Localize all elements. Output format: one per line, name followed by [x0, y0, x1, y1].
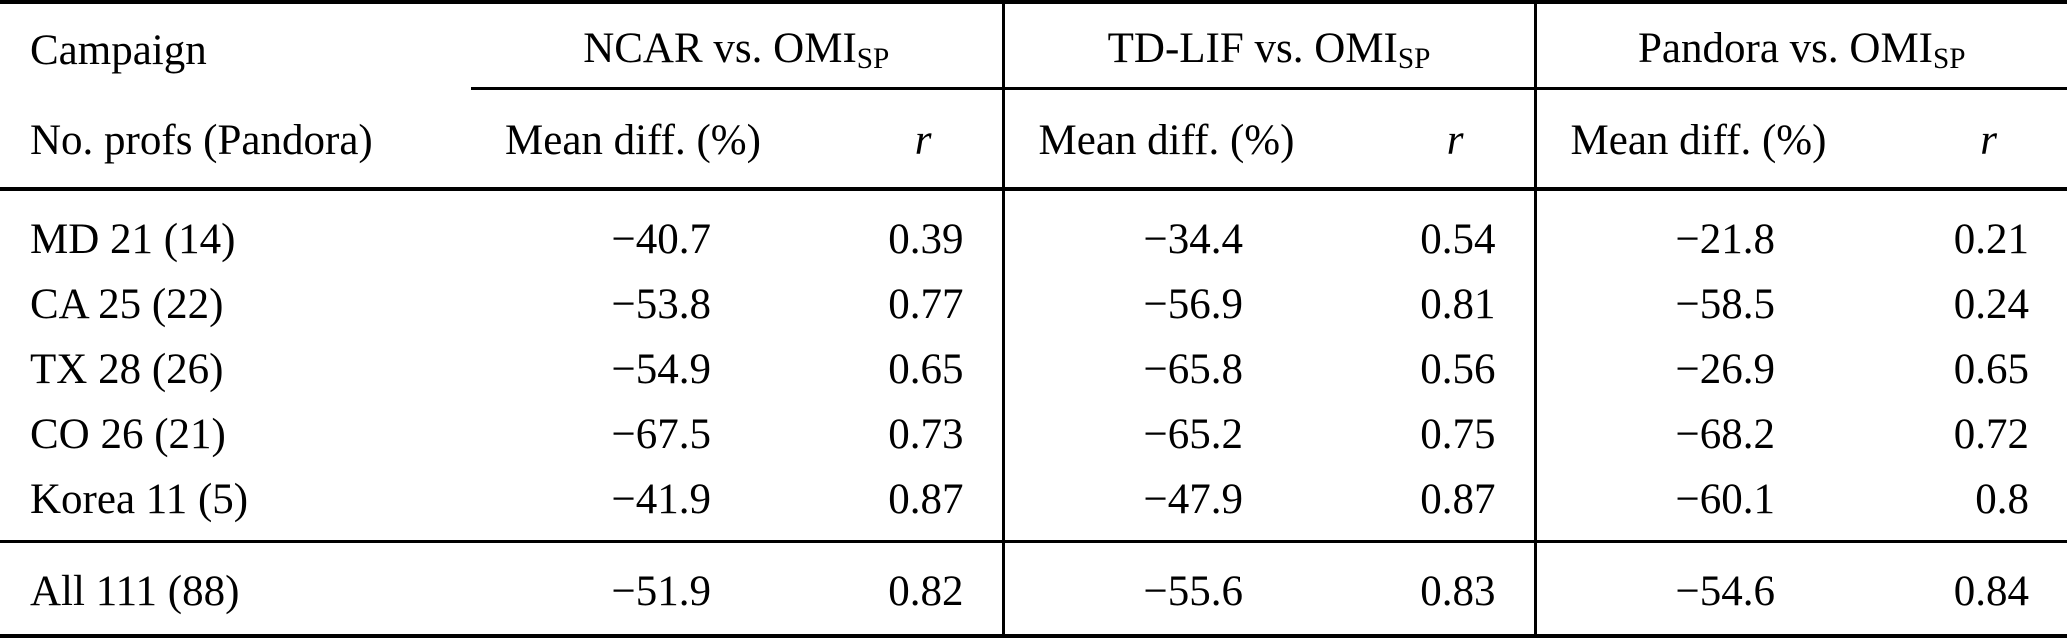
r-cell: 0.72 [1953, 411, 2030, 458]
r-cell: 0.54 [1313, 189, 1537, 272]
r-cell: 0.73 [781, 402, 1005, 467]
mean-diff-cell: −60.1 [1535, 467, 1846, 543]
group-label-pandora-subscript: SP [1933, 43, 1966, 76]
r-cell: 0.24 [1953, 281, 2030, 328]
r-header-pandora: r [1845, 88, 2067, 191]
mean-diff-cell: −55.6 [1003, 541, 1313, 638]
group-header-pandora: Pandora vs. OMISP [1535, 0, 2067, 90]
mean-diff-cell: −40.7 [611, 216, 711, 263]
r-cell: 0.21 [1953, 216, 2030, 263]
mean-diff-header-ncar: Mean diff. (%) [471, 88, 781, 191]
group-header-ncar: NCAR vs. OMISP [471, 0, 1005, 90]
group-label-pandora: Pandora vs. OMI [1638, 25, 1933, 72]
group-header-tdlif: TD-LIF vs. OMISP [1003, 0, 1537, 90]
r-cell: 0.87 [781, 467, 1005, 543]
r-cell: 0.81 [1313, 272, 1537, 337]
r-cell: 0.84 [1845, 541, 2067, 638]
mean-diff-header-tdlif: Mean diff. (%) [1003, 88, 1313, 191]
group-label-tdlif-subscript: SP [1397, 43, 1431, 76]
group-label-tdlif: TD-LIF vs. OMI [1107, 25, 1398, 72]
mean-diff-cell: −41.9 [471, 467, 781, 543]
r-cell: 0.39 [781, 189, 1005, 272]
mean-diff-cell: −68.2 [1675, 411, 1776, 458]
r-cell: 0.77 [781, 272, 1005, 337]
mean-diff-cell: −56.9 [1143, 281, 1243, 328]
table-row-co: CO 26 (21) −67.5 0.73 −65.2 0.75 −68.2 0… [0, 402, 2067, 467]
mean-diff-cell: −65.2 [1143, 411, 1243, 458]
r-cell: 0.8 [1845, 467, 2067, 543]
group-label-ncar-subscript: SP [856, 43, 890, 76]
campaign-cell: All 111 (88) [0, 541, 471, 638]
table-row-ca: CA 25 (22) −53.8 0.77 −56.9 0.81 −58.5 0… [0, 272, 2067, 337]
table-row-md: MD 21 (14) −40.7 0.39 −34.4 0.54 −21.8 0… [0, 189, 2067, 272]
mean-diff-cell: −53.8 [611, 281, 711, 328]
campaign-cell: MD 21 (14) [30, 216, 236, 263]
campaign-cell: Korea 11 (5) [0, 467, 471, 543]
mean-diff-cell: −54.9 [611, 346, 711, 393]
campaign-cell: CO 26 (21) [30, 411, 226, 458]
mean-diff-cell: −47.9 [1003, 467, 1313, 543]
r-cell: 0.75 [1313, 402, 1537, 467]
campaign-cell: CA 25 (22) [30, 281, 224, 328]
campaign-header: Campaign [0, 0, 471, 89]
mean-diff-cell: −67.5 [611, 411, 711, 458]
mean-diff-cell: −51.9 [471, 541, 781, 638]
mean-diff-cell: −21.8 [1675, 216, 1776, 263]
mean-diff-cell: −58.5 [1675, 281, 1776, 328]
mean-diff-cell: −54.6 [1535, 541, 1846, 638]
campaign-cell: TX 28 (26) [30, 346, 224, 393]
r-header-ncar: r [781, 88, 1005, 191]
no-profs-header: No. profs (Pandora) [0, 88, 471, 191]
group-label-ncar: NCAR vs. OMI [583, 25, 857, 72]
r-cell: 0.65 [1953, 346, 2030, 393]
r-header-tdlif: r [1313, 88, 1537, 191]
r-cell: 0.82 [781, 541, 1005, 638]
table-row-korea: Korea 11 (5) −41.9 0.87 −47.9 0.87 −60.1… [0, 467, 2067, 543]
mean-diff-cell: −34.4 [1143, 216, 1243, 263]
r-cell: 0.65 [781, 337, 1005, 402]
r-cell: 0.83 [1313, 541, 1537, 638]
column-header-row: No. profs (Pandora) Mean diff. (%) r Mea… [0, 88, 2067, 191]
group-header-row: Campaign NCAR vs. OMISP TD-LIF vs. OMISP… [0, 0, 2067, 90]
mean-diff-cell: −26.9 [1675, 346, 1776, 393]
r-cell: 0.87 [1313, 467, 1537, 543]
mean-diff-header-pandora: Mean diff. (%) [1535, 88, 1846, 191]
r-cell: 0.56 [1313, 337, 1537, 402]
table-body: MD 21 (14) −40.7 0.39 −34.4 0.54 −21.8 0… [0, 189, 2067, 638]
table-row-all-total: All 111 (88) −51.9 0.82 −55.6 0.83 −54.6… [0, 541, 2067, 638]
table-header: Campaign NCAR vs. OMISP TD-LIF vs. OMISP… [0, 0, 2067, 191]
mean-diff-cell: −65.8 [1143, 346, 1243, 393]
table-row-tx: TX 28 (26) −54.9 0.65 −65.8 0.56 −26.9 0… [0, 337, 2067, 402]
